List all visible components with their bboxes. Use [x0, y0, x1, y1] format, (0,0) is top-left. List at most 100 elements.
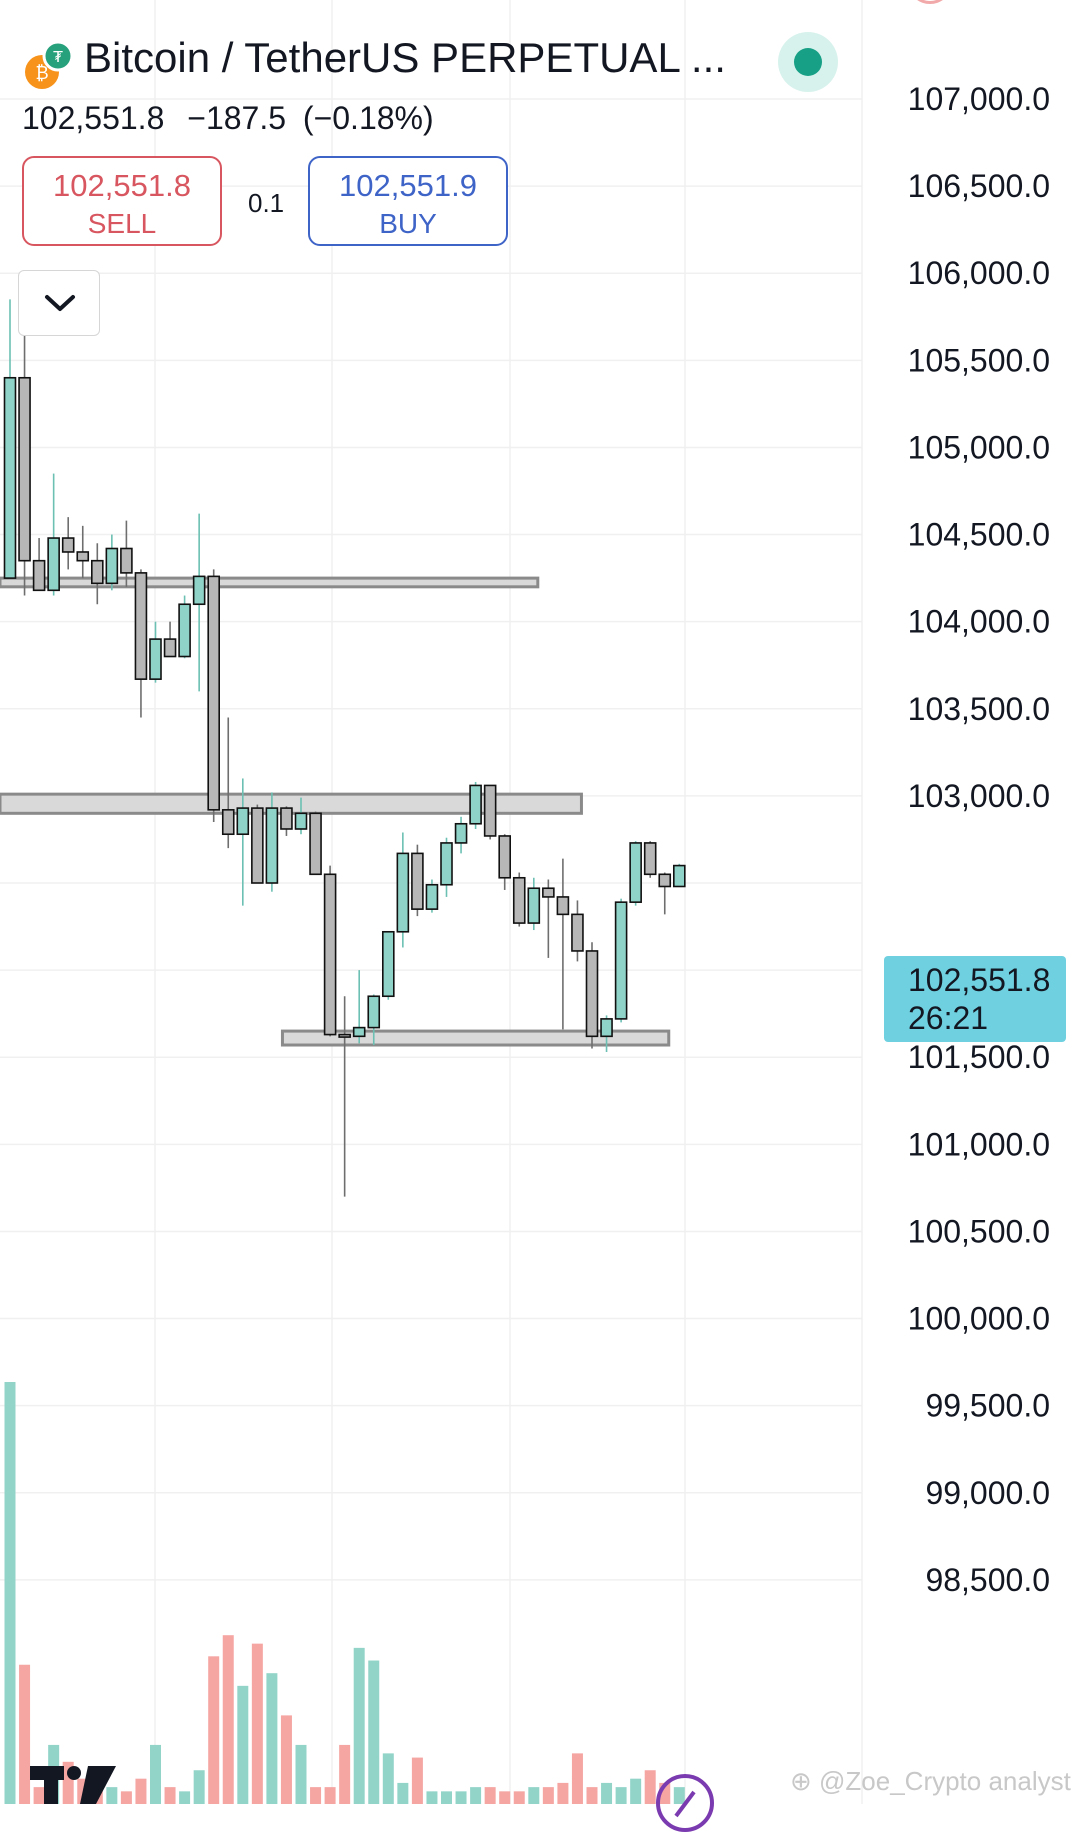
- sell-label: SELL: [87, 208, 157, 239]
- volume-bar: [33, 1787, 45, 1804]
- price-axis-label: 103,000.0: [908, 778, 1050, 814]
- price-axis[interactable]: 107,000.0 106,500.0 106,000.0 105,500.0 105,…: [908, 81, 1050, 1598]
- volume-bar: [542, 1787, 554, 1804]
- candle-body: [454, 822, 468, 844]
- drawing-tool-icon[interactable]: [656, 1774, 714, 1832]
- candle: [542, 879, 555, 958]
- candle-body: [498, 835, 512, 879]
- candle: [309, 811, 322, 876]
- price-axis-label: 101,500.0: [908, 1039, 1050, 1075]
- support-resistance-zones[interactable]: [0, 576, 671, 1047]
- tradingview-logo-icon[interactable]: [30, 1756, 116, 1804]
- candle: [411, 844, 424, 917]
- price-axis-label: 103,500.0: [908, 691, 1050, 727]
- volume-bar: [19, 1664, 31, 1804]
- volume-bar: [368, 1660, 380, 1804]
- candle-body: [105, 547, 119, 585]
- candlesticks[interactable]: [3, 299, 686, 1197]
- candle-body: [469, 784, 482, 825]
- price-axis-label: 98,500.0: [925, 1562, 1050, 1598]
- candle-body: [542, 887, 555, 898]
- candle-body: [658, 873, 672, 888]
- candle-body: [527, 887, 541, 924]
- sell-price: 102,551.8: [53, 168, 191, 203]
- market-status-dot[interactable]: [778, 32, 838, 92]
- candle-body: [149, 638, 162, 680]
- candle-body: [294, 812, 308, 830]
- candle: [658, 872, 672, 915]
- volume-bar: [484, 1787, 496, 1804]
- volume-bar: [164, 1787, 176, 1804]
- candle: [120, 520, 133, 587]
- candle-body: [207, 575, 220, 811]
- candle: [338, 996, 351, 1197]
- candle: [280, 806, 293, 836]
- price-axis-label: 106,000.0: [908, 255, 1050, 291]
- candle-body: [512, 876, 526, 924]
- volume-bar: [411, 1757, 423, 1804]
- symbol-title[interactable]: Bitcoin / TetherUS PERPETUAL ...: [84, 34, 726, 81]
- candle: [265, 792, 279, 892]
- candle-body: [614, 901, 628, 1020]
- price-axis-label: 99,500.0: [925, 1388, 1050, 1424]
- volume-bar: [62, 1761, 74, 1804]
- candle-body: [3, 376, 17, 579]
- volume-bars: [4, 1382, 685, 1804]
- volume-bar: [150, 1744, 161, 1804]
- candle-body: [556, 896, 570, 916]
- candle-body: [18, 376, 31, 562]
- candle: [571, 900, 584, 962]
- candle-body: [76, 551, 90, 562]
- volume-bar: [222, 1635, 234, 1804]
- buy-price: 102,551.9: [339, 168, 477, 203]
- volume-bar: [353, 1647, 365, 1804]
- symbol-header: ₿ ₮ Bitcoin / TetherUS PERPETUAL ... 102…: [0, 0, 860, 260]
- volume-bar: [455, 1791, 467, 1804]
- sell-button[interactable]: 102,551.8 SELL: [22, 156, 222, 246]
- volume-bar: [586, 1787, 598, 1804]
- zone-box[interactable]: [280, 1029, 671, 1047]
- candle: [178, 595, 191, 659]
- buy-button[interactable]: 102,551.9 BUY: [308, 156, 508, 246]
- candle: [134, 569, 148, 718]
- volume-bar: [571, 1753, 583, 1804]
- volume-bar: [295, 1744, 307, 1804]
- candle: [425, 879, 439, 913]
- candle: [367, 994, 381, 1046]
- candle: [512, 872, 526, 927]
- zone-box[interactable]: [0, 576, 540, 589]
- last-price-label: 102,551.8 26:21: [884, 956, 1066, 1042]
- volume-bar: [280, 1715, 292, 1804]
- price-change-percent: (−0.18%): [302, 100, 434, 136]
- candle-body: [61, 537, 75, 553]
- candle-body: [221, 809, 235, 836]
- volume-bar: [426, 1791, 438, 1804]
- volume-bar: [397, 1782, 409, 1804]
- candle: [105, 534, 119, 591]
- candle-body: [32, 559, 46, 592]
- candle: [32, 538, 46, 592]
- volume-bar: [310, 1787, 322, 1804]
- svg-text:₮: ₮: [53, 48, 63, 66]
- bar-countdown: 26:21: [908, 1000, 989, 1036]
- candle: [294, 797, 308, 835]
- volume-bar: [513, 1791, 525, 1804]
- candle: [600, 1015, 613, 1052]
- volume-bar: [528, 1787, 540, 1804]
- chart-grid: [0, 0, 863, 1804]
- candle-body: [411, 852, 424, 910]
- candle-body: [483, 784, 497, 837]
- candle: [352, 970, 366, 1044]
- collapse-toggle-button[interactable]: [18, 270, 100, 336]
- svg-text:₿: ₿: [35, 63, 48, 84]
- price-axis-label: 99,000.0: [925, 1475, 1050, 1511]
- candle: [469, 781, 482, 829]
- candle: [207, 569, 220, 823]
- candle-body: [440, 842, 453, 886]
- candle-body: [91, 559, 104, 585]
- volume-bar: [601, 1782, 613, 1804]
- candle: [221, 717, 235, 849]
- candle-body: [643, 842, 657, 876]
- last-price: 102,551.8: [22, 100, 165, 136]
